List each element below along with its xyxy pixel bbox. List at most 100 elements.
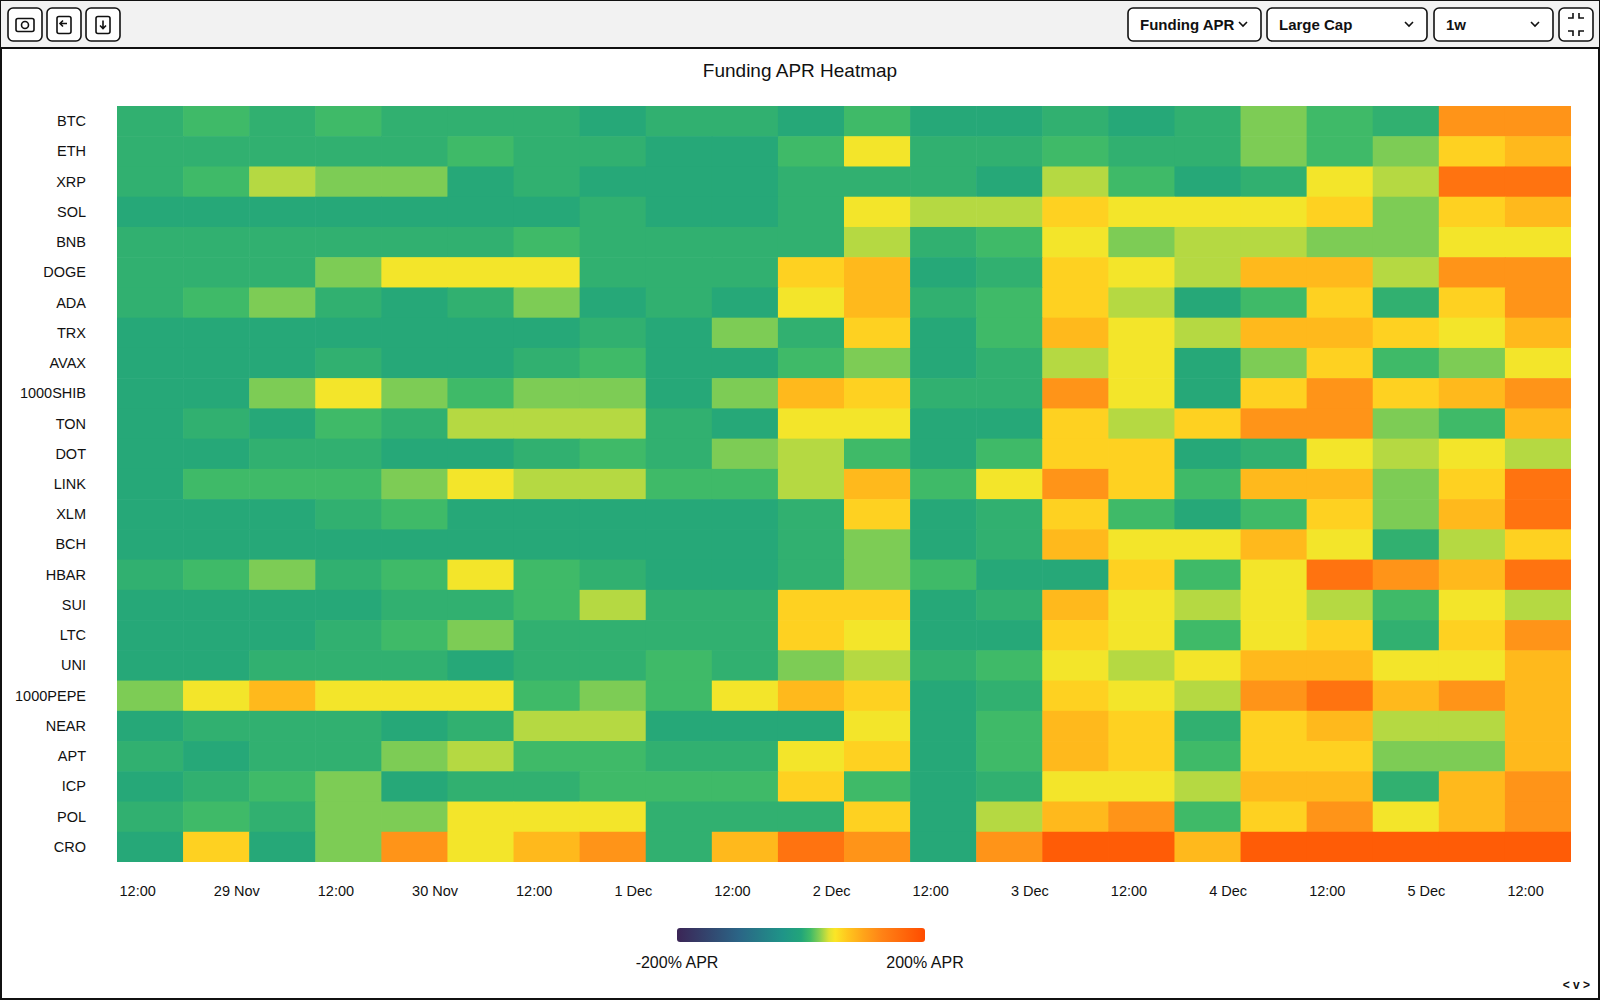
dropdown[interactable]: 1w — [1434, 8, 1553, 41]
heatmap-cell — [646, 227, 713, 258]
heatmap-cell — [381, 348, 448, 379]
row-label: XLM — [56, 506, 86, 522]
heatmap-cell — [1307, 650, 1374, 681]
heatmap-cell — [249, 620, 316, 651]
heatmap-cell — [183, 197, 250, 228]
heatmap-cell — [1439, 287, 1506, 318]
heatmap-cell — [910, 560, 977, 591]
heatmap-cell — [976, 106, 1043, 137]
heatmap-cell — [976, 832, 1043, 862]
heatmap-cell — [712, 378, 779, 409]
heatmap-cell — [910, 287, 977, 318]
heatmap-cell — [1439, 318, 1506, 349]
heatmap-cell — [1505, 681, 1571, 712]
heatmap-cell — [1042, 318, 1109, 349]
heatmap-cell — [1241, 257, 1308, 288]
row-label: BCH — [55, 536, 86, 552]
heatmap-cell — [117, 832, 184, 862]
heatmap-cell — [447, 802, 514, 833]
heatmap-cell — [1241, 348, 1308, 379]
heatmap-cell — [646, 802, 713, 833]
colorbar-label: -200% APR — [636, 954, 719, 971]
dropdown[interactable]: Funding APR — [1128, 8, 1261, 41]
heatmap-cell — [1505, 378, 1571, 409]
heatmap-cell — [1108, 227, 1175, 258]
icon-button[interactable] — [8, 8, 42, 41]
heatmap-cell — [1174, 560, 1241, 591]
heatmap-cell — [712, 166, 779, 197]
heatmap-cell — [1439, 681, 1506, 712]
heatmap-cell — [1373, 620, 1440, 651]
heatmap-cell — [1439, 529, 1506, 560]
heatmap-cell — [183, 348, 250, 379]
heatmap-cell — [447, 166, 514, 197]
heatmap-cell — [976, 197, 1043, 228]
heatmap-cell — [1307, 681, 1374, 712]
heatmap-cell — [117, 439, 184, 470]
heatmap-cell — [117, 408, 184, 439]
heatmap-cell — [1174, 227, 1241, 258]
heatmap-cell — [1307, 166, 1374, 197]
heatmap-cell — [1439, 590, 1506, 621]
heatmap-cell — [580, 560, 647, 591]
heatmap-cell — [646, 560, 713, 591]
corner-nav[interactable]: < v > — [1563, 978, 1590, 992]
heatmap-cell — [249, 287, 316, 318]
heatmap-cell — [844, 771, 911, 802]
heatmap-cell — [183, 287, 250, 318]
row-label: 1000PEPE — [15, 688, 86, 704]
row-label: BNB — [56, 234, 86, 250]
heatmap-cell — [447, 439, 514, 470]
row-label: XRP — [56, 174, 86, 190]
clipboard-icon — [57, 17, 71, 34]
heatmap-cell — [1241, 469, 1308, 500]
heatmap-cell — [778, 348, 845, 379]
heatmap-cell — [381, 832, 448, 862]
heatmap-cell — [1373, 650, 1440, 681]
heatmap-cell — [514, 287, 581, 318]
button-box — [86, 8, 120, 41]
heatmap-cell — [1373, 469, 1440, 500]
heatmap-cell — [778, 408, 845, 439]
heatmap-cell — [514, 408, 581, 439]
heatmap-cell — [249, 166, 316, 197]
heatmap-cell — [976, 590, 1043, 621]
heatmap-cell — [778, 590, 845, 621]
toolbar-divider — [1, 47, 1599, 49]
heatmap-cell — [1174, 439, 1241, 470]
heatmap-cell — [117, 529, 184, 560]
expand-button[interactable] — [1559, 8, 1593, 41]
heatmap-cell — [646, 136, 713, 167]
heatmap-cell — [1241, 832, 1308, 862]
heatmap-cell — [778, 741, 845, 772]
heatmap-cell — [514, 741, 581, 772]
heatmap-cell — [580, 832, 647, 862]
dropdown[interactable]: Large Cap — [1267, 8, 1427, 41]
heatmap-cell — [976, 166, 1043, 197]
heatmap-cell — [910, 832, 977, 862]
heatmap-cell — [183, 741, 250, 772]
heatmap-cell — [580, 439, 647, 470]
heatmap-cell — [117, 106, 184, 137]
heatmap-cell — [1241, 166, 1308, 197]
heatmap-cell — [580, 590, 647, 621]
heatmap-cell — [183, 439, 250, 470]
heatmap-cell — [1505, 408, 1571, 439]
icon-button[interactable] — [47, 8, 81, 41]
heatmap-cell — [381, 469, 448, 500]
heatmap-cell — [1241, 439, 1308, 470]
heatmap-cell — [1307, 227, 1374, 258]
heatmap-cell — [1439, 227, 1506, 258]
chart-title: Funding APR Heatmap — [703, 60, 897, 81]
heatmap-cell — [1439, 741, 1506, 772]
heatmap-cell — [249, 802, 316, 833]
icon-button[interactable] — [86, 8, 120, 41]
heatmap-cell — [1439, 832, 1506, 862]
heatmap-cell — [117, 469, 184, 500]
heatmap-cell — [117, 590, 184, 621]
x-tick-label: 12:00 — [913, 883, 949, 899]
heatmap-cell — [1241, 590, 1308, 621]
heatmap-cell — [514, 499, 581, 530]
heatmap-cell — [976, 287, 1043, 318]
heatmap-cell — [910, 348, 977, 379]
